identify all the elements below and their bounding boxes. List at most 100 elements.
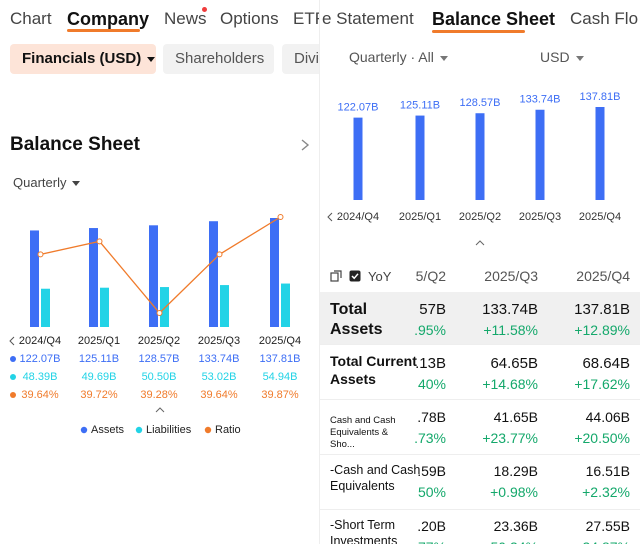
x-tick-label: 2025/Q3: [198, 335, 240, 347]
table-row: [320, 400, 640, 455]
legend-dot: [204, 426, 212, 434]
cell-change: +50.34%: [448, 539, 538, 544]
legend-liabilities: Liabilities: [146, 424, 192, 436]
collapse-icon: [475, 240, 485, 246]
row-label: -Cash and Cash Equivalents: [330, 463, 421, 493]
section-title: Balance Sheet: [10, 134, 140, 155]
chip[interactable]: Shareholders: [163, 44, 274, 74]
cell-change: +14.68%: [482, 376, 538, 392]
data-label: 122.07B: [20, 353, 61, 365]
cell-value: .78B: [417, 409, 446, 425]
period-select[interactable]: Quarterly: [13, 175, 81, 190]
x-tick-label: 2025/Q4: [579, 211, 621, 223]
tab-active[interactable]: Company: [67, 9, 150, 29]
chip[interactable]: Divi: [282, 44, 320, 74]
data-label: 53.02B: [202, 371, 237, 383]
period-label: Quarterly: [13, 175, 67, 190]
data-label: 49.69B: [82, 371, 117, 383]
data-label: 133.74B: [520, 94, 561, 106]
table-row: [320, 345, 640, 400]
scroll-left: [9, 336, 15, 346]
data-label: 125.11B: [79, 353, 119, 365]
x-tick-label: 2024/Q4: [19, 335, 61, 347]
tab-underline: [67, 29, 140, 32]
ratio-point: [37, 251, 44, 258]
data-label: 39.87%: [261, 389, 299, 401]
data-label: 137.81B: [260, 353, 301, 365]
statement-table: 5/Q2 2025/Q3 2025/Q4 Total Assets 57B .95% 133…: [320, 0, 640, 544]
dropdown-icon: [147, 56, 156, 62]
balance-chart: 2024/Q4 122.07B 48.39B 39.64% 2025/Q1 125.11B…: [9, 214, 301, 436]
divider: [319, 0, 320, 544]
cell-change: +34.87%: [540, 539, 630, 544]
badge-dot: [202, 7, 207, 12]
cell-value: .20B: [417, 518, 446, 534]
table-row: [320, 292, 640, 345]
bar: [209, 221, 218, 327]
cell-value: .59B: [417, 463, 446, 479]
data-label: 39.28%: [140, 389, 178, 401]
ratio-point: [216, 251, 223, 258]
data-label: 122.07B: [338, 102, 379, 114]
x-tick-label: 2025/Q2: [459, 211, 501, 223]
period-label: Quarterly · All: [349, 49, 434, 65]
ratio-point: [156, 310, 163, 316]
x-tick-label: 2025/Q1: [399, 211, 441, 223]
chip-label: Financials (USD): [22, 50, 142, 67]
cell-value: 16.51B: [585, 463, 630, 479]
row-label: Cash and Cash Equivalents & Sho...: [330, 415, 396, 450]
cell-change: .95%: [414, 322, 446, 338]
x-tick-label: 2025/Q3: [519, 211, 561, 223]
x-tick-label: 2025/Q2: [138, 335, 180, 347]
bar: [41, 288, 50, 327]
x-tick-label: 2025/Q1: [78, 335, 120, 347]
bar: [89, 228, 98, 327]
tab-underline: [432, 30, 525, 33]
cell-change: +20.50%: [574, 430, 630, 446]
assets-chart: 122.07B 2024/Q4 125.11B 2025/Q1 128.57B 2025/…: [327, 91, 621, 246]
data-label: 54.94B: [263, 371, 298, 383]
tab[interactable]: e Statement: [322, 9, 414, 28]
bar: [281, 283, 290, 327]
cell-value: 23.36B: [493, 518, 538, 534]
dropdown-icon: [575, 55, 584, 61]
cell-value: 44.06B: [585, 409, 630, 425]
tab[interactable]: Cash Flo: [570, 9, 639, 28]
series-dot: [10, 392, 16, 398]
series-dot: [10, 356, 16, 362]
bar: [535, 109, 545, 200]
currency-select[interactable]: USD: [540, 49, 584, 65]
cell-change: 40%: [417, 376, 446, 392]
data-label: 133.74B: [199, 353, 240, 365]
cell-value: .13B: [415, 355, 446, 372]
cell-value: 133.74B: [482, 301, 538, 318]
chip-active[interactable]: Financials (USD): [10, 44, 156, 74]
bar: [160, 287, 169, 327]
tab[interactable]: Chart: [10, 9, 52, 28]
cell-change: .77%: [356, 539, 446, 544]
cell-change: +23.77%: [482, 430, 538, 446]
bar: [30, 230, 39, 327]
column-header: 5/Q2: [415, 268, 446, 284]
chevron-right[interactable]: [300, 138, 310, 152]
row-label: Total Current Assets: [330, 353, 417, 387]
dropdown-icon: [439, 55, 448, 61]
tab[interactable]: Options: [220, 9, 279, 28]
tab-active[interactable]: Balance Sheet: [432, 9, 556, 29]
ratio-point: [96, 238, 103, 245]
copy-icon[interactable]: [330, 270, 342, 282]
cell-change: 50%: [417, 484, 446, 500]
cell-change: +2.32%: [582, 484, 630, 500]
tab[interactable]: News: [164, 9, 207, 28]
bar: [475, 113, 485, 200]
period-select[interactable]: Quarterly · All: [349, 49, 448, 65]
tab[interactable]: ETF: [293, 9, 320, 28]
bar: [220, 285, 229, 327]
bar: [353, 117, 363, 200]
bar: [270, 218, 279, 327]
cell-change: +11.58%: [483, 322, 538, 338]
checkbox[interactable]: [349, 270, 361, 282]
scroll-left: [327, 212, 333, 222]
cell-value: 137.81B: [574, 301, 630, 318]
